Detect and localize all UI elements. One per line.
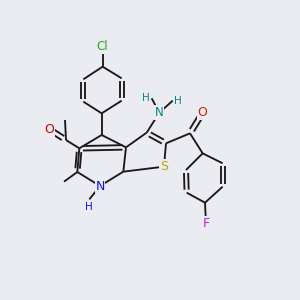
Text: N: N (155, 106, 164, 119)
Text: H: H (85, 202, 93, 212)
Text: O: O (44, 123, 54, 136)
Text: Cl: Cl (97, 40, 109, 53)
Text: S: S (160, 160, 168, 173)
Text: N: N (95, 179, 105, 193)
Text: H: H (142, 93, 150, 103)
Text: H: H (174, 96, 182, 106)
Text: F: F (202, 217, 210, 230)
Text: O: O (198, 106, 208, 119)
